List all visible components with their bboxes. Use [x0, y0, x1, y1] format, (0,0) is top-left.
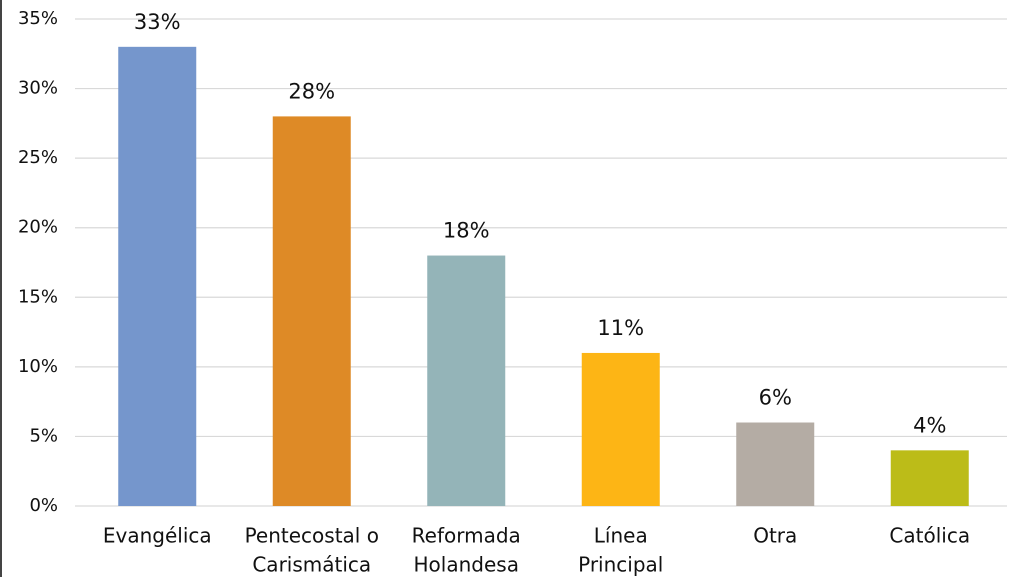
x-tick-label: Reformada	[412, 524, 521, 548]
y-tick-label: 5%	[29, 425, 58, 446]
x-tick-label: Otra	[753, 524, 797, 548]
x-tick-label: Pentecostal o	[245, 524, 379, 548]
bar	[272, 116, 351, 507]
value-label: 33%	[134, 10, 181, 34]
y-tick-label: 15%	[18, 286, 58, 307]
y-tick-label: 30%	[18, 78, 58, 99]
value-label: 18%	[443, 219, 490, 243]
bar	[427, 255, 506, 506]
x-tick-label: Principal	[578, 553, 663, 577]
value-label: 4%	[913, 413, 946, 437]
x-tick-label: Católica	[889, 524, 970, 548]
y-tick-label: 35%	[18, 8, 58, 29]
value-label: 28%	[288, 79, 335, 103]
value-label: 6%	[759, 386, 792, 410]
x-tick-label: Evangélica	[103, 524, 212, 548]
value-label: 11%	[597, 316, 644, 340]
x-tick-label: Holandesa	[414, 553, 519, 577]
bar	[581, 352, 660, 506]
x-tick-label: Carismática	[252, 553, 371, 577]
y-tick-label: 20%	[18, 217, 58, 238]
bar	[736, 422, 815, 506]
y-tick-label: 10%	[18, 356, 58, 377]
y-tick-label: 25%	[18, 147, 58, 168]
bar	[118, 46, 197, 506]
bar	[890, 450, 969, 506]
x-tick-label: Línea	[594, 524, 648, 548]
y-tick-label: 0%	[29, 495, 58, 516]
